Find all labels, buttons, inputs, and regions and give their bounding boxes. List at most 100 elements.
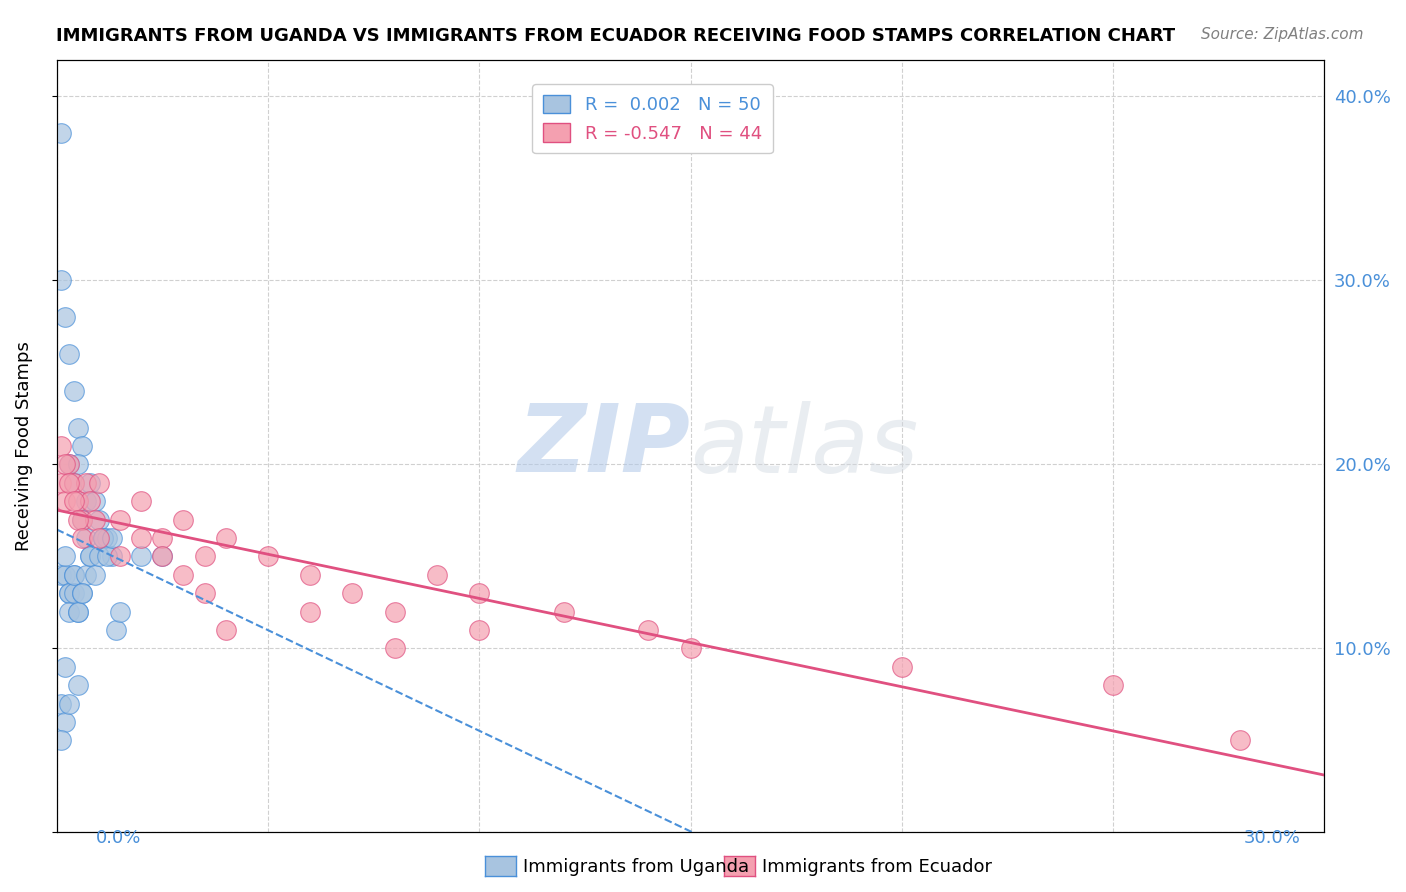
Text: Source: ZipAtlas.com: Source: ZipAtlas.com (1201, 27, 1364, 42)
Point (87, 531, 110, 545)
Point (384, 605, 406, 619)
Point (100, 549, 122, 564)
Point (150, 531, 173, 545)
Point (58, 458, 80, 472)
Point (53, 567, 76, 582)
Point (49, 273, 72, 287)
Point (49, 567, 72, 582)
Point (58, 458, 80, 472)
Point (66, 605, 89, 619)
Point (58, 605, 80, 619)
Point (91, 531, 114, 545)
Text: Immigrants from Uganda: Immigrants from Uganda (523, 858, 749, 876)
Point (172, 513, 194, 527)
Point (70, 586, 93, 600)
Point (150, 549, 173, 564)
Text: 0.0%: 0.0% (96, 829, 141, 847)
Point (104, 623, 127, 637)
Text: 30.0%: 30.0% (1244, 829, 1301, 847)
Point (193, 549, 215, 564)
Point (468, 623, 491, 637)
Point (79, 494, 101, 508)
Point (66, 678, 89, 692)
Point (53, 310, 76, 325)
Point (214, 623, 236, 637)
Point (62, 475, 84, 490)
Point (79, 475, 101, 490)
Text: Immigrants from Ecuador: Immigrants from Ecuador (762, 858, 993, 876)
Point (150, 549, 173, 564)
Point (53, 660, 76, 674)
Y-axis label: Receiving Food Stamps: Receiving Food Stamps (15, 341, 32, 551)
Point (172, 567, 194, 582)
Point (108, 605, 131, 619)
Point (108, 549, 131, 564)
Point (96, 549, 118, 564)
Point (553, 605, 575, 619)
Point (70, 586, 93, 600)
Point (75, 531, 97, 545)
Point (53, 494, 76, 508)
Point (1229, 733, 1251, 747)
Point (83, 513, 105, 527)
Point (53, 714, 76, 729)
Point (890, 660, 912, 674)
Point (62, 384, 84, 398)
Point (87, 475, 110, 490)
Point (62, 475, 84, 490)
Point (66, 513, 89, 527)
Point (83, 567, 105, 582)
Point (214, 531, 236, 545)
Point (70, 513, 93, 527)
Point (299, 605, 322, 619)
Point (70, 531, 93, 545)
Point (66, 605, 89, 619)
Point (66, 458, 89, 472)
Point (79, 549, 101, 564)
Point (342, 586, 364, 600)
Point (58, 586, 80, 600)
Point (53, 458, 76, 472)
Point (1102, 678, 1125, 692)
Point (53, 549, 76, 564)
Point (62, 586, 84, 600)
Point (62, 567, 84, 582)
Point (75, 567, 97, 582)
Point (108, 513, 131, 527)
Point (468, 586, 491, 600)
Point (66, 420, 89, 434)
Point (66, 494, 89, 508)
Point (87, 513, 110, 527)
Text: IMMIGRANTS FROM UGANDA VS IMMIGRANTS FROM ECUADOR RECEIVING FOOD STAMPS CORRELAT: IMMIGRANTS FROM UGANDA VS IMMIGRANTS FRO… (56, 27, 1175, 45)
Point (75, 475, 97, 490)
Point (100, 531, 122, 545)
Point (58, 347, 80, 361)
Point (193, 586, 215, 600)
Point (79, 549, 101, 564)
Point (49, 439, 72, 453)
Point (83, 494, 105, 508)
Point (49, 475, 72, 490)
Point (49, 126, 72, 140)
Point (62, 494, 84, 508)
Point (58, 697, 80, 711)
Point (49, 697, 72, 711)
Point (384, 641, 406, 656)
Point (49, 733, 72, 747)
Point (58, 586, 80, 600)
Point (75, 494, 97, 508)
Point (58, 475, 80, 490)
Point (129, 531, 152, 545)
Point (257, 549, 280, 564)
Point (129, 494, 152, 508)
Point (96, 531, 118, 545)
Point (70, 439, 93, 453)
Point (62, 567, 84, 582)
Point (299, 567, 322, 582)
Point (87, 549, 110, 564)
Legend: R =  0.002   N = 50, R = -0.547   N = 44: R = 0.002 N = 50, R = -0.547 N = 44 (533, 84, 773, 153)
Point (426, 567, 449, 582)
Text: ZIP: ZIP (517, 400, 690, 492)
Point (70, 513, 93, 527)
Point (637, 623, 659, 637)
